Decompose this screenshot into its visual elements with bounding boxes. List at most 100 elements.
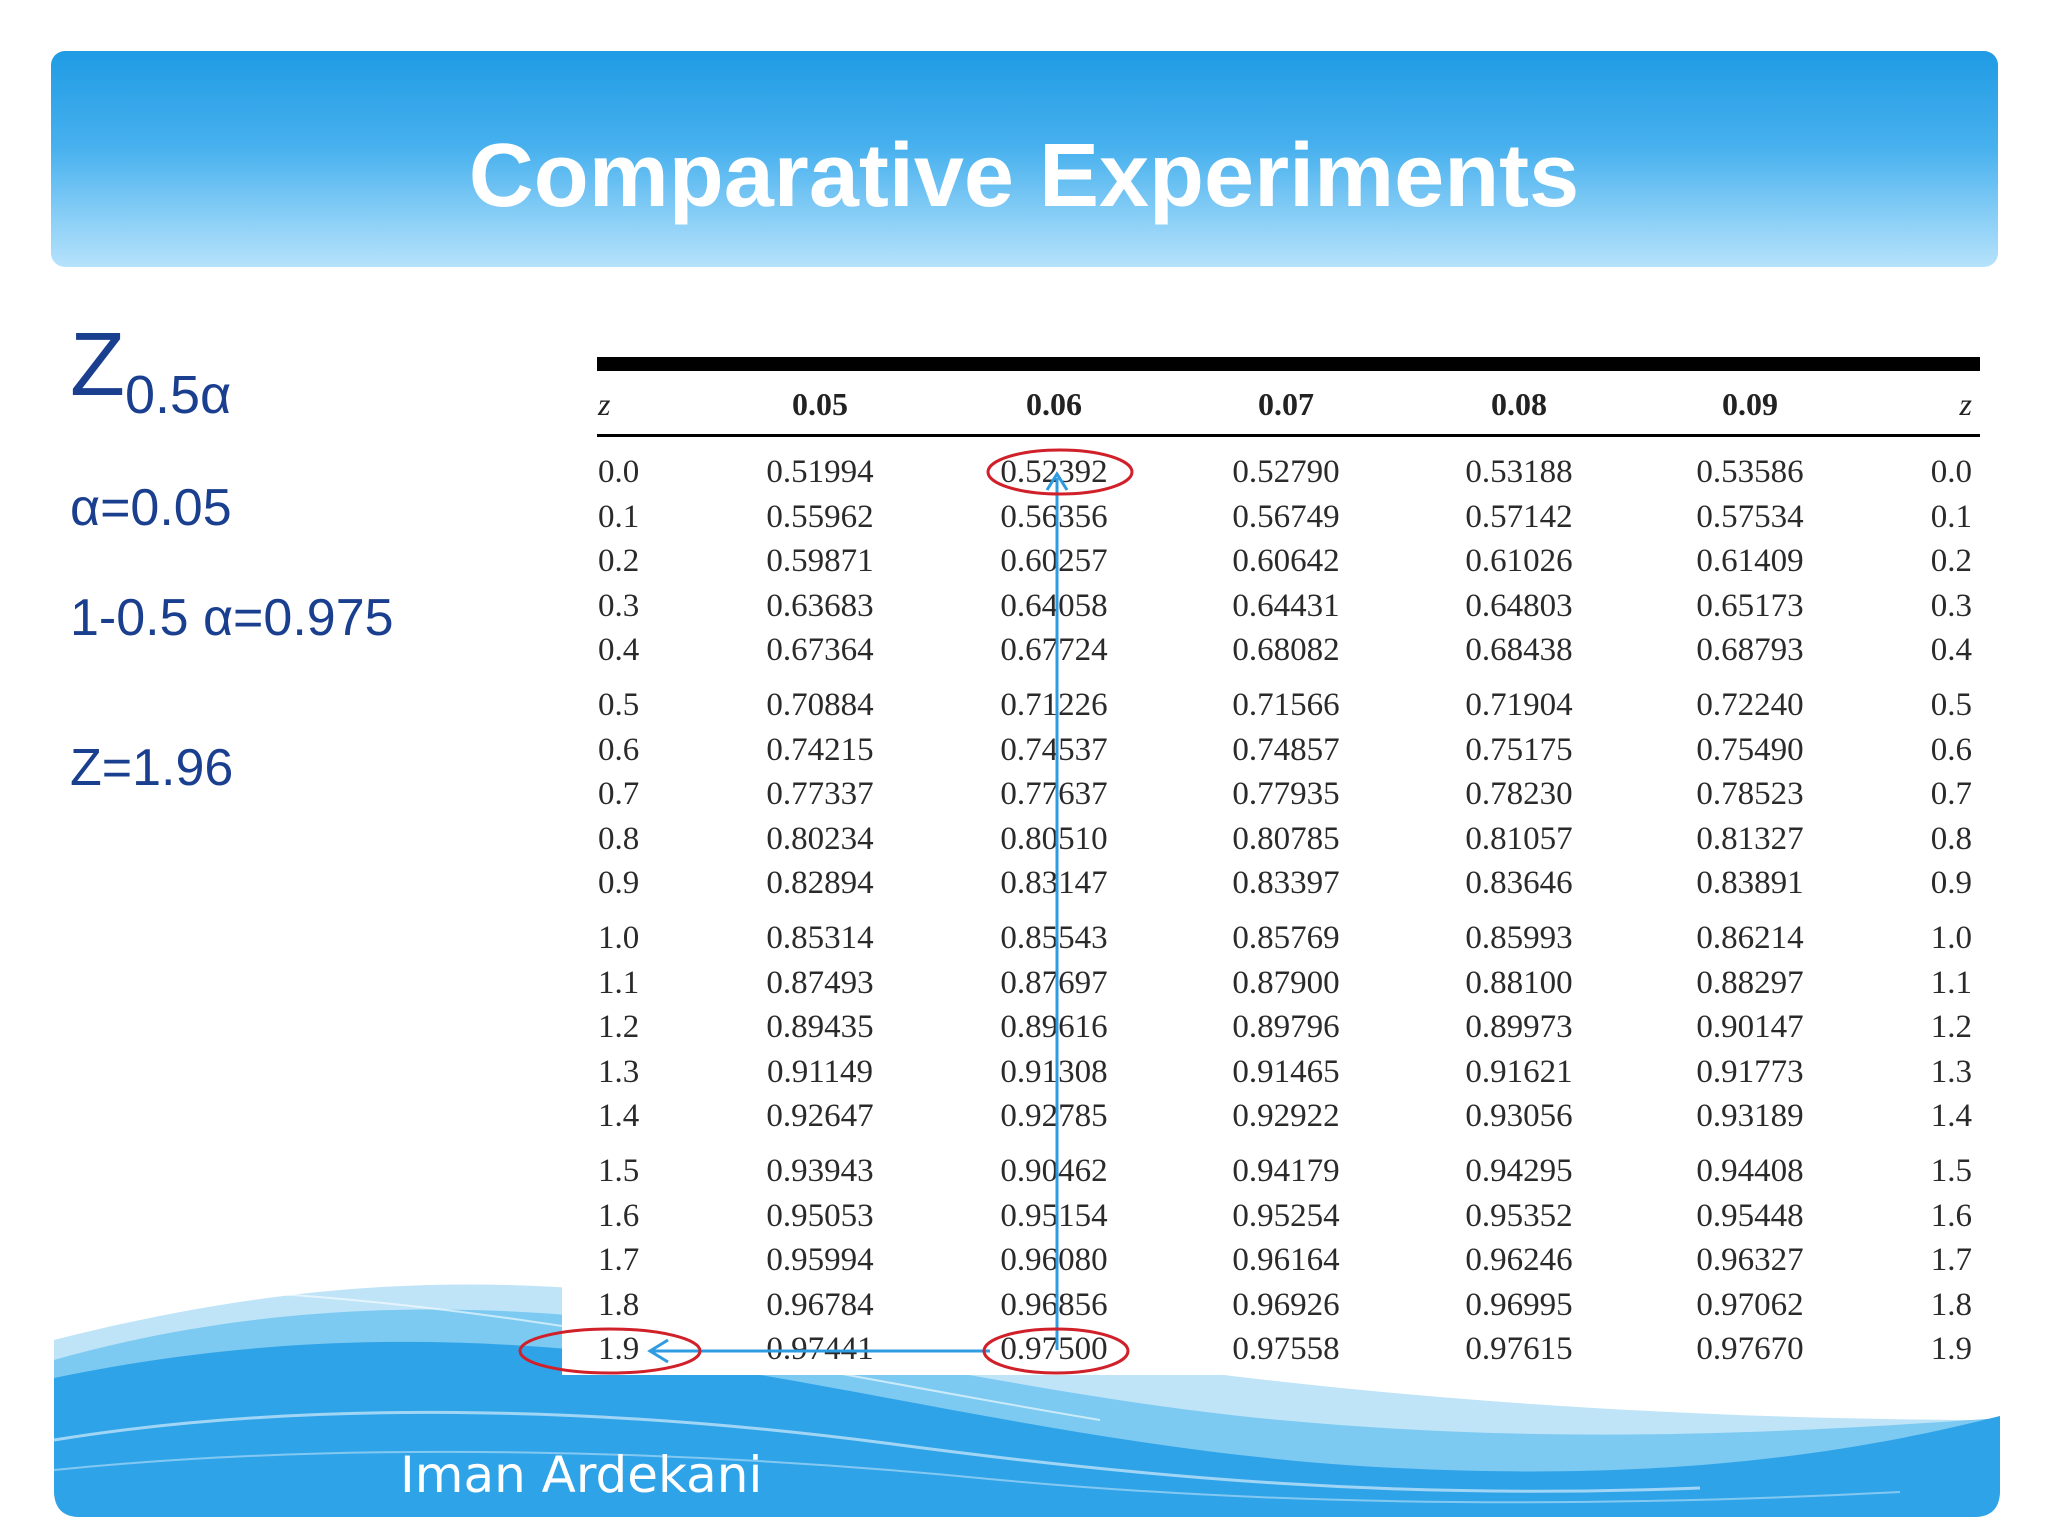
table-cell: 0.83397 bbox=[1232, 865, 1340, 901]
table-cell: 0.80785 bbox=[1232, 820, 1340, 857]
table-cell: 0.65173 bbox=[1696, 587, 1804, 624]
table-cell: 0.96856 bbox=[1000, 1286, 1108, 1323]
row-z-label-right: 1.6 bbox=[1930, 1197, 1972, 1234]
table-cell: 0.95448 bbox=[1696, 1197, 1804, 1234]
table-cell: 0.85769 bbox=[1232, 920, 1340, 956]
table-cell: 0.86214 bbox=[1696, 920, 1804, 956]
row-z-label: 0.1 bbox=[598, 498, 640, 535]
table-cell: 0.64431 bbox=[1232, 587, 1340, 624]
table-cell: 0.89616 bbox=[1000, 1009, 1108, 1045]
table-cell: 0.78230 bbox=[1465, 776, 1573, 812]
table-cell: 0.53586 bbox=[1696, 454, 1804, 490]
z-table: z 0.05 0.06 0.07 0.08 0.09 z 0.0 0.51994 0.52392… bbox=[562, 340, 1992, 1375]
table-cell: 0.95994 bbox=[766, 1242, 874, 1278]
table-header-rule bbox=[597, 434, 1980, 437]
table-cell: 0.97558 bbox=[1232, 1331, 1340, 1367]
row-z-label: 1.3 bbox=[598, 1053, 640, 1090]
row-z-label-right: 0.2 bbox=[1930, 543, 1972, 579]
table-cell: 0.53188 bbox=[1465, 454, 1573, 490]
table-cell: 0.85993 bbox=[1465, 920, 1573, 956]
table-cell: 0.89973 bbox=[1465, 1009, 1573, 1045]
table-cell: 0.97615 bbox=[1465, 1331, 1573, 1367]
table-cell: 0.85543 bbox=[1000, 920, 1108, 956]
table-cell: 0.60642 bbox=[1232, 543, 1340, 579]
table-cell: 0.80234 bbox=[766, 820, 874, 857]
table-cell: 0.93943 bbox=[766, 1153, 874, 1189]
table-cell: 0.91465 bbox=[1232, 1053, 1340, 1090]
table-cell: 0.51994 bbox=[766, 454, 874, 490]
table-cell: 0.67364 bbox=[766, 632, 874, 668]
z-notation-main: Z bbox=[70, 315, 125, 415]
table-cell: 0.63683 bbox=[766, 587, 874, 624]
row-z-label: 1.6 bbox=[598, 1197, 640, 1234]
table-cell: 0.93189 bbox=[1696, 1098, 1804, 1134]
table-cell: 0.52790 bbox=[1232, 454, 1340, 490]
row-z-label-right: 1.4 bbox=[1930, 1098, 1972, 1134]
row-z-label: 1.0 bbox=[598, 920, 640, 956]
table-cell: 0.74857 bbox=[1232, 731, 1340, 768]
table-cell: 0.96926 bbox=[1232, 1286, 1340, 1323]
row-z-label: 0.8 bbox=[598, 820, 640, 857]
table-cell: 0.92785 bbox=[1000, 1098, 1108, 1134]
column-header-z-right: z bbox=[1959, 386, 1972, 422]
table-cell: 0.97500 bbox=[1000, 1331, 1108, 1367]
table-cell: 0.60257 bbox=[1000, 543, 1108, 579]
table-cell: 0.95154 bbox=[1000, 1197, 1108, 1234]
table-cell: 0.64058 bbox=[1000, 587, 1108, 624]
table-cell: 0.87900 bbox=[1232, 964, 1340, 1001]
table-cell: 0.75175 bbox=[1465, 731, 1573, 768]
table-cell: 0.97441 bbox=[766, 1331, 874, 1367]
table-cell: 0.72240 bbox=[1696, 687, 1804, 723]
row-z-label-right: 0.5 bbox=[1930, 687, 1972, 723]
table-cell: 0.68793 bbox=[1696, 632, 1804, 668]
row-z-label-right: 1.5 bbox=[1930, 1153, 1972, 1189]
row-z-label: 1.1 bbox=[598, 964, 640, 1001]
table-cell: 0.61409 bbox=[1696, 543, 1804, 579]
table-cell: 0.88297 bbox=[1696, 964, 1804, 1001]
row-z-label-right: 0.6 bbox=[1930, 731, 1972, 768]
row-z-label: 1.7 bbox=[598, 1242, 640, 1278]
table-cell: 0.52392 bbox=[1000, 454, 1108, 490]
table-cell: 0.92922 bbox=[1232, 1098, 1340, 1134]
table-cell: 0.80510 bbox=[1000, 820, 1108, 857]
table-cell: 0.95254 bbox=[1232, 1197, 1340, 1234]
row-z-label-right: 1.0 bbox=[1930, 920, 1972, 956]
table-cell: 0.96246 bbox=[1465, 1242, 1573, 1278]
table-cell: 0.91308 bbox=[1000, 1053, 1108, 1090]
row-z-label: 1.8 bbox=[598, 1286, 640, 1323]
table-cell: 0.68438 bbox=[1465, 632, 1573, 668]
table-cell: 0.77637 bbox=[1000, 776, 1108, 812]
table-cell: 0.57534 bbox=[1696, 498, 1804, 535]
table-cell: 0.94179 bbox=[1232, 1153, 1340, 1189]
table-cell: 0.89796 bbox=[1232, 1009, 1340, 1045]
table-cell: 0.96164 bbox=[1232, 1242, 1340, 1278]
row-z-label-right: 0.1 bbox=[1930, 498, 1972, 535]
table-cell: 0.91621 bbox=[1465, 1053, 1573, 1090]
row-z-label: 0.9 bbox=[598, 865, 640, 901]
table-cell: 0.94408 bbox=[1696, 1153, 1804, 1189]
row-z-label: 1.5 bbox=[598, 1153, 640, 1189]
table-cell: 0.56356 bbox=[1000, 498, 1108, 535]
column-header: 0.09 bbox=[1722, 386, 1778, 422]
row-z-label: 0.0 bbox=[598, 454, 640, 490]
row-z-label-right: 1.9 bbox=[1930, 1331, 1972, 1367]
row-z-label-right: 1.1 bbox=[1930, 964, 1972, 1001]
table-cell: 0.91773 bbox=[1696, 1053, 1804, 1090]
row-z-label-right: 1.3 bbox=[1930, 1053, 1972, 1090]
table-cell: 0.56749 bbox=[1232, 498, 1340, 535]
table-cell: 0.77935 bbox=[1232, 776, 1340, 812]
row-z-label: 0.3 bbox=[598, 587, 640, 624]
z-notation: Z0.5α bbox=[70, 310, 231, 425]
table-cell: 0.81057 bbox=[1465, 820, 1573, 857]
row-z-label-right: 1.7 bbox=[1930, 1242, 1972, 1278]
row-z-label-right: 0.7 bbox=[1930, 776, 1972, 812]
column-header: 0.06 bbox=[1026, 386, 1082, 422]
table-cell: 0.59871 bbox=[766, 543, 874, 579]
row-z-label-right: 0.4 bbox=[1930, 632, 1972, 668]
row-z-label-right: 0.3 bbox=[1930, 587, 1972, 624]
table-cell: 0.95053 bbox=[766, 1197, 874, 1234]
table-cell: 0.87493 bbox=[766, 964, 874, 1001]
column-header: 0.08 bbox=[1491, 386, 1547, 422]
table-cell: 0.96784 bbox=[766, 1286, 874, 1323]
